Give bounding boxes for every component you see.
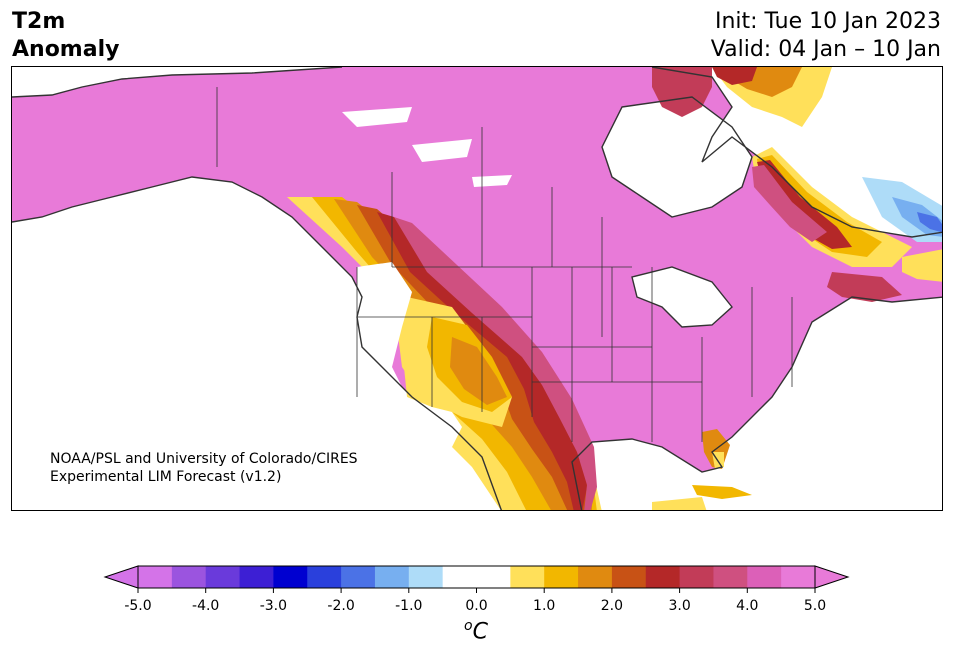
colorbar-cell <box>645 566 681 588</box>
west-band-orange-dark <box>357 205 590 510</box>
title-variable: T2m <box>12 9 66 34</box>
colorbar-tick-label: 4.0 <box>736 598 759 614</box>
valid-range: Valid: 04 Jan – 10 Jan <box>710 37 941 62</box>
colorbar-tick-label: 2.0 <box>600 598 624 614</box>
coastline <box>12 67 942 510</box>
west-band-rose <box>394 217 597 510</box>
colorbar-cells <box>138 566 816 588</box>
colorbar-frame <box>137 565 816 589</box>
hudson-bay <box>602 97 752 217</box>
anomaly-map: NOAA/PSL and University of Colorado/CIRE… <box>11 66 943 511</box>
colorbar-cell <box>307 566 342 588</box>
colorbar-cell <box>273 566 308 588</box>
colorbar-ticks <box>137 588 816 593</box>
colorbar-cell <box>239 566 274 588</box>
colorbar-cell <box>408 566 444 588</box>
arctic-channels <box>342 107 512 187</box>
east-band-rose <box>752 165 827 242</box>
colorbar-cell <box>171 566 207 588</box>
colorbar-cell <box>442 566 477 588</box>
colorbar-cell <box>138 566 173 588</box>
colorbar-tick-label: 5.0 <box>803 598 827 614</box>
forecast-credit: NOAA/PSL and University of Colorado/CIRE… <box>50 450 358 486</box>
cuba-yellow <box>652 497 707 510</box>
colorbar-cell <box>713 566 748 588</box>
colorbar-cell <box>679 566 714 588</box>
map-canvas <box>12 67 942 510</box>
colorbar-unit-label: oC <box>464 618 488 645</box>
cuba-gold <box>692 485 752 499</box>
east-band-gold <box>757 155 882 257</box>
colorbar-cell <box>544 566 579 588</box>
colorbar-tick-label: -4.0 <box>192 598 220 614</box>
colorbar-tick-label: -2.0 <box>327 598 355 614</box>
colorbar-cell <box>374 566 410 588</box>
colorbar-tick-label: 1.0 <box>533 598 556 614</box>
colorbar-tick-label: 3.0 <box>668 598 691 614</box>
colorbar-tick-label: 0.0 <box>465 598 488 614</box>
colorbar-cell <box>510 566 545 588</box>
maritimes-crimson <box>827 272 902 302</box>
colorbar-cell <box>476 566 511 588</box>
credit-line2: Experimental LIM Forecast (v1.2) <box>50 469 282 485</box>
east-band-red <box>757 160 852 249</box>
labrador-cool-midblue <box>917 212 942 233</box>
north-warm-red <box>712 67 757 85</box>
colorbar-cell <box>341 566 376 588</box>
colorbar-high-extension <box>814 565 850 589</box>
init-date: Init: Tue 10 Jan 2023 <box>714 9 941 34</box>
central-warm-orange <box>450 337 507 405</box>
colorbar-cell <box>781 566 816 588</box>
colorbar-cell <box>747 566 782 588</box>
colorbar-tick-label: -5.0 <box>124 598 152 614</box>
colorbar-tick-label: -1.0 <box>395 598 423 614</box>
great-lakes <box>632 267 732 327</box>
credit-line1: NOAA/PSL and University of Colorado/CIRE… <box>50 451 358 467</box>
baffin-crimson <box>652 67 712 117</box>
colorbar-cell <box>611 566 647 588</box>
colorbar-tick-label: -3.0 <box>259 598 288 614</box>
political-borders <box>216 87 793 442</box>
map-title: T2m Anomaly <box>12 8 119 64</box>
colorbar-low-extension <box>103 565 139 589</box>
title-field: Anomaly <box>12 37 120 62</box>
forecast-dates: Init: Tue 10 Jan 2023 Valid: 04 Jan – 10… <box>711 8 941 64</box>
colorbar-cell <box>205 566 241 588</box>
interior-west-neutral <box>357 262 462 447</box>
newfoundland-yellow <box>902 249 942 282</box>
west-band-red <box>377 212 587 510</box>
colorbar-cell <box>578 566 613 588</box>
